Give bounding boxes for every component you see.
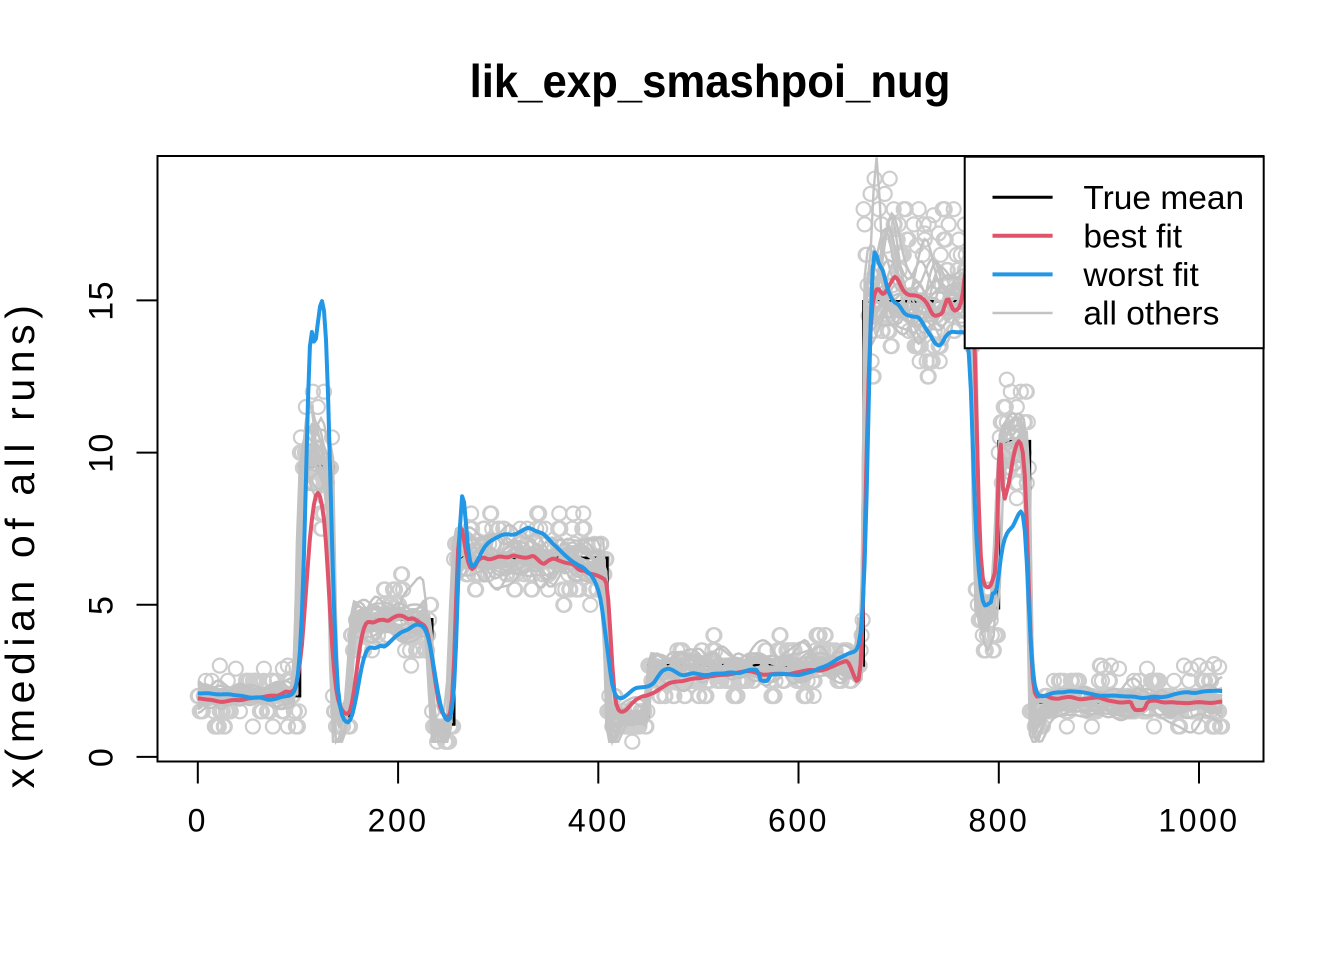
svg-text:True mean: True mean bbox=[1083, 180, 1244, 217]
svg-text:0: 0 bbox=[188, 803, 208, 839]
svg-text:worst fit: worst fit bbox=[1082, 257, 1199, 294]
svg-text:lik_exp_smashpoi_nug: lik_exp_smashpoi_nug bbox=[470, 55, 951, 108]
svg-text:600: 600 bbox=[768, 803, 829, 839]
svg-text:1000: 1000 bbox=[1158, 803, 1239, 839]
svg-text:best fit: best fit bbox=[1083, 219, 1182, 256]
svg-text:10: 10 bbox=[83, 432, 121, 473]
svg-text:400: 400 bbox=[568, 803, 629, 839]
svg-text:800: 800 bbox=[968, 803, 1029, 839]
svg-text:all others: all others bbox=[1083, 296, 1219, 333]
svg-text:15: 15 bbox=[83, 280, 121, 321]
svg-text:5: 5 bbox=[83, 595, 121, 615]
svg-text:0: 0 bbox=[83, 747, 121, 767]
svg-text:200: 200 bbox=[368, 803, 429, 839]
svg-text:x(median of all runs): x(median of all runs) bbox=[0, 299, 43, 788]
